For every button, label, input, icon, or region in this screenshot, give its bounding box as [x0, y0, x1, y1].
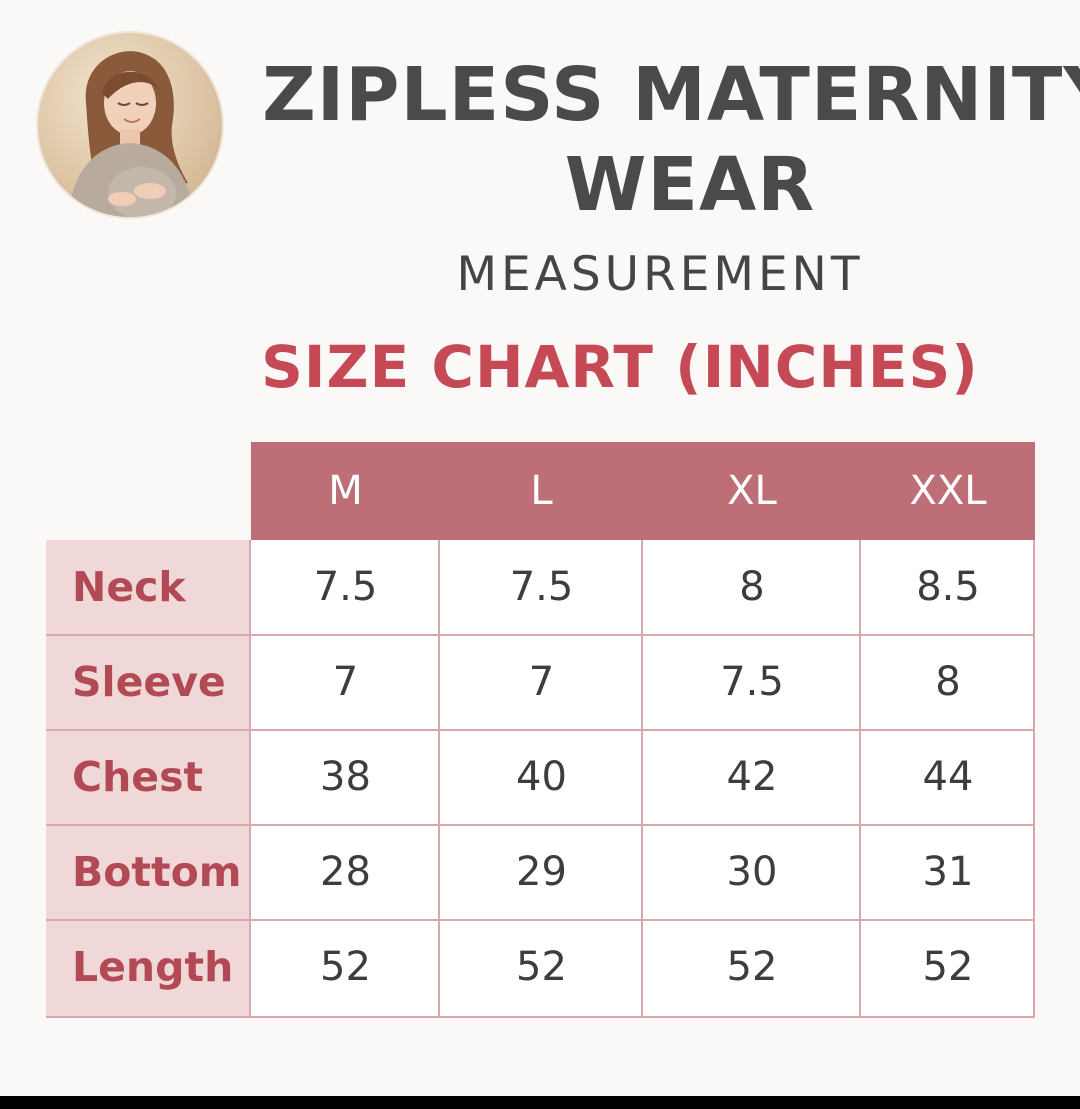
table-cell: 40	[516, 754, 567, 800]
column-header-xxl: XXL	[909, 468, 987, 514]
column-divider	[641, 540, 643, 1018]
column-header-l: L	[530, 468, 553, 514]
table-cell: 44	[922, 754, 974, 800]
table-cell: 7	[332, 659, 359, 705]
table-cell: 29	[516, 849, 567, 895]
table-cell: 8	[739, 564, 765, 610]
row-label-sleeve: Sleeve	[72, 658, 226, 706]
table-cell: 7.5	[720, 659, 784, 705]
column-header-xl: XL	[727, 468, 777, 514]
row-label-length: Length	[72, 943, 234, 991]
page-title: ZIPLESS MATERNITY WEAR	[230, 50, 1080, 230]
table-cell: 31	[922, 849, 974, 895]
row-header-column	[46, 540, 251, 1018]
table-body	[251, 540, 1035, 1018]
subtitle: MEASUREMENT	[456, 247, 864, 302]
column-divider	[438, 540, 440, 1018]
column-divider	[249, 540, 251, 1018]
column-divider	[859, 540, 861, 1018]
table-cell: 52	[516, 944, 567, 990]
table-cell: 38	[320, 754, 371, 800]
table-cell: 52	[922, 944, 974, 990]
row-divider	[46, 824, 1035, 826]
row-label-neck: Neck	[72, 563, 186, 611]
table-cell: 7	[528, 659, 555, 705]
row-label-bottom: Bottom	[72, 848, 242, 896]
table-header	[251, 442, 1035, 540]
row-divider	[46, 634, 1035, 636]
column-header-m: M	[328, 468, 363, 514]
table-cell: 52	[320, 944, 371, 990]
table-cell: 7.5	[313, 564, 378, 610]
table-cell: 8	[935, 659, 961, 705]
pregnant-woman-icon	[68, 51, 194, 217]
row-divider	[46, 919, 1035, 921]
avatar	[38, 33, 222, 217]
column-divider	[1033, 540, 1035, 1018]
row-divider	[46, 729, 1035, 731]
title-line-2: WEAR	[564, 142, 816, 228]
row-label-chest: Chest	[72, 753, 204, 801]
size-chart-heading: SIZE CHART (INCHES)	[261, 333, 979, 401]
row-divider	[46, 1016, 1035, 1018]
table-cell: 30	[726, 849, 778, 895]
table-cell: 8.5	[916, 564, 980, 610]
table-cell: 42	[726, 754, 778, 800]
table-cell: 28	[320, 849, 371, 895]
table-cell: 7.5	[509, 564, 574, 610]
title-line-1: ZIPLESS MATERNITY	[262, 52, 1080, 138]
size-table: M L XL XXL Neck 7.5 7.5 8 8.5 Sleeve 7 7…	[46, 442, 1035, 1018]
table-cell: 52	[726, 944, 778, 990]
bottom-bar	[0, 1096, 1080, 1109]
